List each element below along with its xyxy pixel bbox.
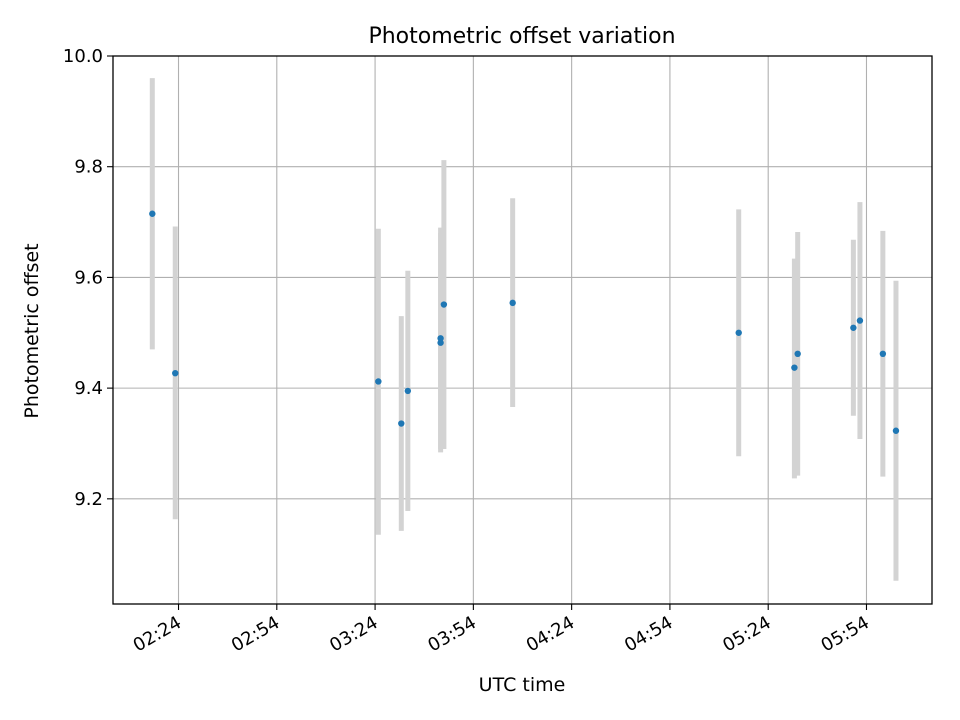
- y-tick-label: 9.6: [74, 267, 103, 288]
- data-point: [404, 387, 412, 395]
- data-point: [794, 350, 801, 358]
- data-point: [149, 210, 156, 217]
- y-tick-label: 9.2: [74, 489, 103, 510]
- data-point: [172, 369, 179, 377]
- data-points: [149, 210, 900, 434]
- data-point: [509, 299, 516, 307]
- data-point: [437, 335, 444, 342]
- data-point: [735, 329, 742, 336]
- data-point: [375, 378, 382, 385]
- data-point: [398, 420, 405, 427]
- data-point: [440, 301, 448, 308]
- y-tick-label: 9.4: [74, 378, 103, 399]
- data-point: [437, 339, 444, 346]
- y-axis-ticks: 9.2 9.4 9.6 9.8 10.0: [63, 46, 113, 510]
- plot-frame: [112, 55, 933, 605]
- data-point: [850, 324, 857, 331]
- data-point: [879, 350, 887, 358]
- data-point: [791, 364, 798, 371]
- data-point: [856, 317, 864, 324]
- data-point: [892, 427, 900, 434]
- y-axis-label: Photometric offset: [21, 243, 43, 418]
- chart-title: Photometric offset variation: [368, 24, 675, 49]
- x-axis-label: UTC time: [479, 674, 566, 696]
- y-tick-label: 9.8: [74, 157, 103, 178]
- y-tick-label: 10.0: [63, 46, 103, 67]
